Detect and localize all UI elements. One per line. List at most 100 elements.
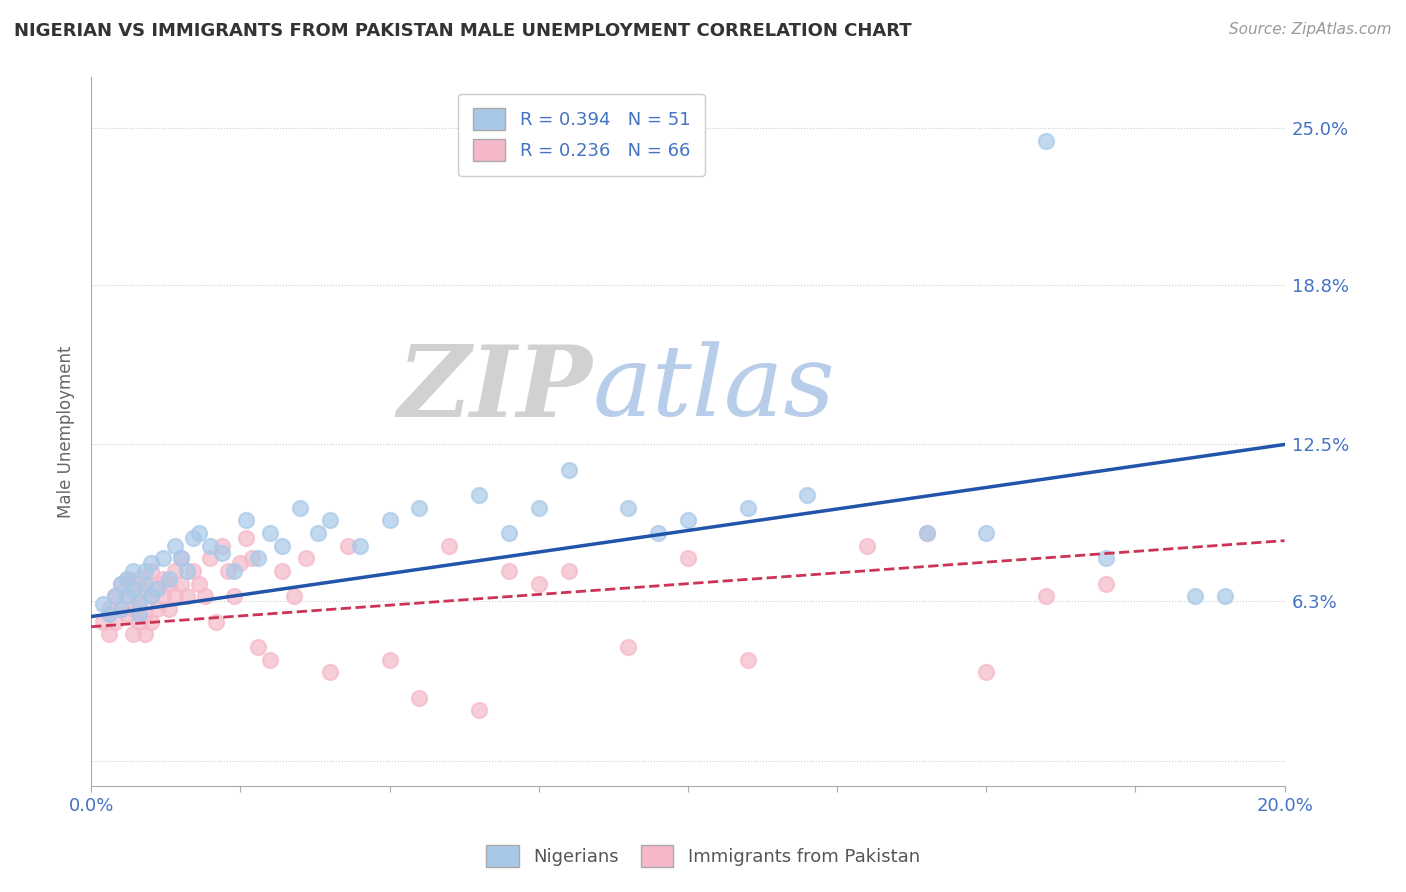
Point [146,602,169,616]
Point [211,539,233,553]
Point [187,576,209,591]
Point [157,576,180,591]
Point [200,551,222,566]
Point [408,690,430,705]
Point [122,627,145,641]
Point [110,602,132,616]
Point [134,576,156,591]
Legend: R = 0.394   N = 51, R = 0.236   N = 66: R = 0.394 N = 51, R = 0.236 N = 66 [458,94,704,176]
Point [200,539,222,553]
Point [139,564,162,578]
Point [498,564,520,578]
Y-axis label: Male Unemployment: Male Unemployment [58,345,75,518]
Point [271,564,294,578]
Point [240,551,263,566]
Point [98,607,121,621]
Point [169,551,191,566]
Point [307,526,329,541]
Point [336,539,359,553]
Point [247,640,270,654]
Point [134,564,156,578]
Point [211,546,233,560]
Point [104,590,127,604]
Point [617,500,640,515]
Legend: Nigerians, Immigrants from Pakistan: Nigerians, Immigrants from Pakistan [479,838,927,874]
Point [110,602,132,616]
Point [139,590,162,604]
Point [134,582,156,596]
Point [176,590,198,604]
Point [157,602,180,616]
Point [617,640,640,654]
Point [91,597,114,611]
Point [259,526,281,541]
Point [115,607,138,621]
Point [557,463,579,477]
Point [647,526,669,541]
Point [163,564,186,578]
Point [169,551,191,566]
Point [1213,590,1236,604]
Point [796,488,818,502]
Point [235,513,257,527]
Point [163,590,186,604]
Point [205,615,228,629]
Point [1035,134,1057,148]
Point [122,582,145,596]
Point [737,500,759,515]
Point [110,576,132,591]
Text: Source: ZipAtlas.com: Source: ZipAtlas.com [1229,22,1392,37]
Point [915,526,938,541]
Point [152,572,174,586]
Point [283,590,305,604]
Point [974,665,997,680]
Text: NIGERIAN VS IMMIGRANTS FROM PAKISTAN MALE UNEMPLOYMENT CORRELATION CHART: NIGERIAN VS IMMIGRANTS FROM PAKISTAN MAL… [14,22,911,40]
Point [139,590,162,604]
Point [229,557,252,571]
Point [115,590,138,604]
Point [378,513,401,527]
Point [146,582,169,596]
Point [319,513,342,527]
Point [134,627,156,641]
Point [91,615,114,629]
Point [110,576,132,591]
Text: atlas: atlas [592,342,835,437]
Point [217,564,239,578]
Text: ZIP: ZIP [398,341,592,437]
Point [139,557,162,571]
Point [856,539,879,553]
Point [235,531,257,545]
Point [176,564,198,578]
Point [319,665,342,680]
Point [104,590,127,604]
Point [104,615,127,629]
Point [128,572,150,586]
Point [247,551,270,566]
Point [737,652,759,666]
Point [468,488,491,502]
Point [378,652,401,666]
Point [915,526,938,541]
Point [122,564,145,578]
Point [152,590,174,604]
Point [181,564,204,578]
Point [128,607,150,621]
Point [408,500,430,515]
Point [152,551,174,566]
Point [224,590,246,604]
Point [1094,576,1116,591]
Point [128,594,150,608]
Point [974,526,997,541]
Point [115,590,138,604]
Point [128,597,150,611]
Point [193,590,215,604]
Point [146,576,169,591]
Point [122,602,145,616]
Point [224,564,246,578]
Point [437,539,460,553]
Point [98,602,121,616]
Point [134,607,156,621]
Point [1184,590,1206,604]
Point [1094,551,1116,566]
